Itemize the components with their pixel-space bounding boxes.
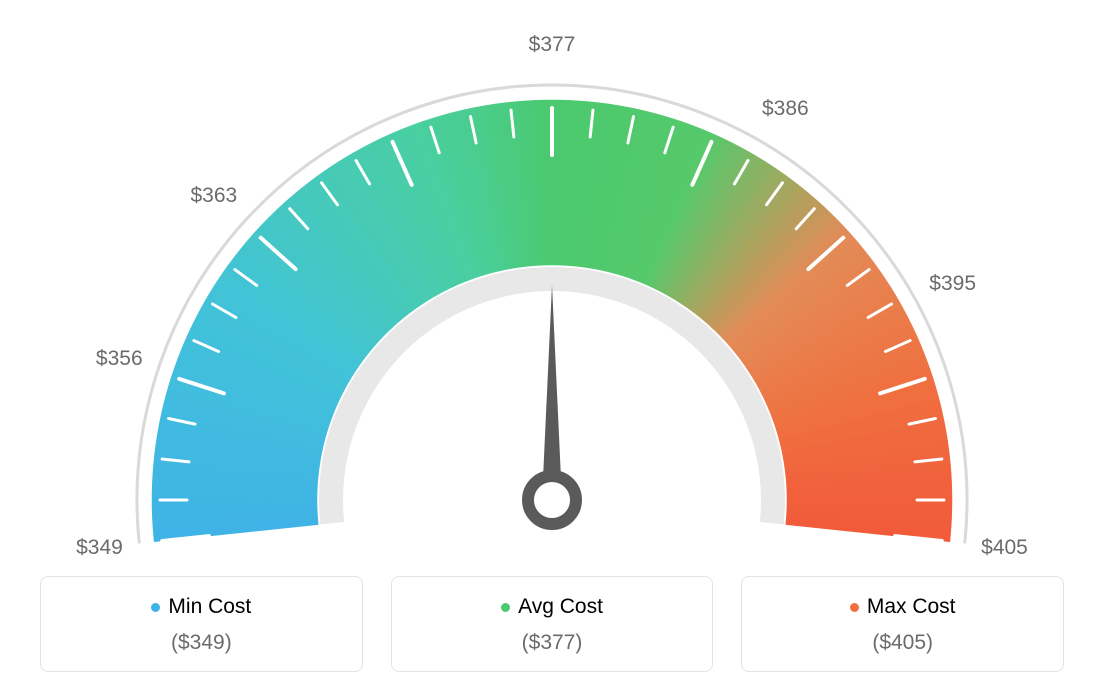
legend-value-avg: ($377) [402, 631, 703, 655]
gauge-container: $349 $356 $363 $377 $386 $395 $405 [0, 0, 1104, 560]
legend-row: Min Cost ($349) Avg Cost ($377) Max Cost… [40, 576, 1064, 672]
gauge-tick-label: $363 [191, 184, 238, 208]
legend-dot-min [151, 603, 160, 612]
legend-card-avg: Avg Cost ($377) [391, 576, 714, 672]
gauge-tick-label: $405 [981, 536, 1028, 560]
legend-dot-max [850, 603, 859, 612]
legend-title-avg: Avg Cost [501, 595, 603, 619]
legend-title-min: Min Cost [151, 595, 251, 619]
gauge-tick-label: $356 [96, 347, 143, 371]
legend-value-max: ($405) [752, 631, 1053, 655]
legend-card-max: Max Cost ($405) [741, 576, 1064, 672]
legend-title-max: Max Cost [850, 595, 956, 619]
legend-card-min: Min Cost ($349) [40, 576, 363, 672]
legend-dot-avg [501, 603, 510, 612]
gauge-tick-label: $349 [76, 536, 123, 560]
legend-label-min: Min Cost [168, 595, 251, 619]
gauge-tick-label: $395 [929, 272, 976, 296]
gauge-tick-label: $386 [762, 97, 809, 121]
gauge-tick-label: $377 [529, 33, 576, 57]
legend-value-min: ($349) [51, 631, 352, 655]
legend-label-avg: Avg Cost [518, 595, 603, 619]
legend-label-max: Max Cost [867, 595, 956, 619]
